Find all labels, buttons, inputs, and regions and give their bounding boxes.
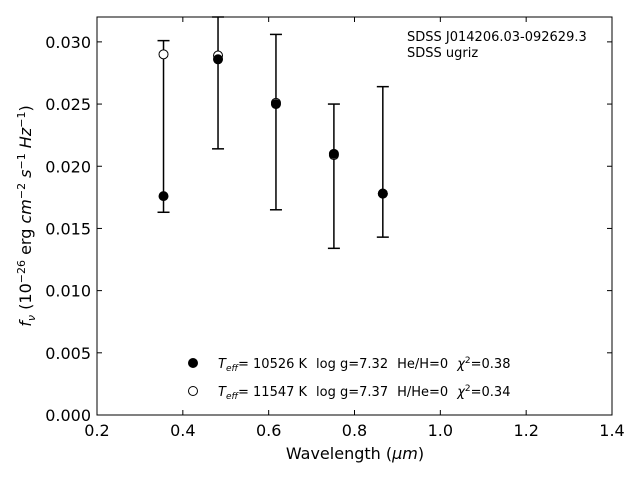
annotation-photometry: SDSS ugriz: [407, 46, 478, 61]
point-open: [158, 49, 169, 60]
x-tick-label: 1.0: [428, 421, 453, 440]
point-filled: [158, 191, 169, 202]
x-tick-label: 0.8: [342, 421, 367, 440]
legend-marker-open: [188, 386, 198, 396]
y-tick-label: 0.005: [45, 344, 91, 363]
legend-marker-filled: [188, 358, 198, 368]
x-tick-label: 1.4: [599, 421, 624, 440]
point-filled: [270, 99, 281, 110]
data-points: [158, 49, 388, 202]
x-tick-label: 0.6: [256, 421, 281, 440]
point-filled: [377, 188, 388, 199]
y-axis-label: fν (10−26 erg cm−2 s−1 Hz−1): [15, 105, 38, 326]
y-tick-label: 0.025: [45, 95, 91, 114]
point-filled: [213, 54, 224, 65]
axes-frame: [96, 16, 613, 416]
y-tick-label: 0.020: [45, 157, 91, 176]
x-axis-label: Wavelength (μm): [286, 444, 424, 463]
annotation-object-name: SDSS J014206.03-092629.3: [407, 30, 587, 45]
x-tick-label: 0.2: [84, 421, 109, 440]
x-axis: 0.2 0.4 0.6 0.8 1.0 1.2 1.4: [84, 17, 625, 440]
y-tick-label: 0.010: [45, 282, 91, 301]
y-tick-label: 0.030: [45, 33, 91, 52]
x-tick-label: 1.2: [513, 421, 538, 440]
error-bars: [157, 16, 389, 250]
point-filled: [328, 148, 339, 159]
y-tick-label: 0.000: [45, 406, 91, 425]
y-tick-label: 0.015: [45, 219, 91, 238]
plot-frame: [96, 16, 613, 416]
y-axis: 0.000 0.005 0.010 0.015 0.020 0.025 0.030: [45, 33, 612, 425]
x-tick-label: 0.4: [170, 421, 195, 440]
